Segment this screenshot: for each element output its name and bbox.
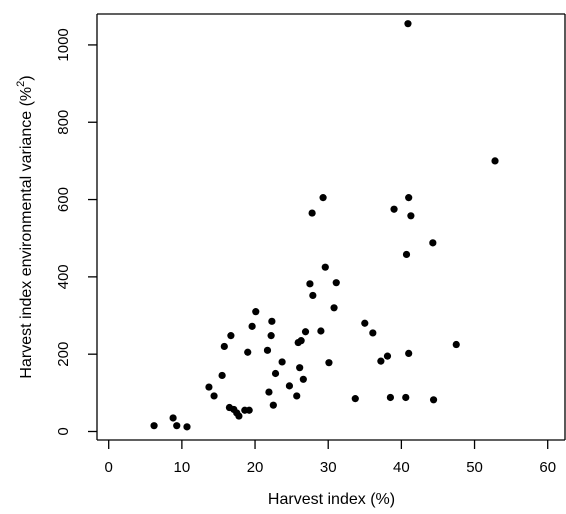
data-point: [407, 212, 415, 220]
data-point: [268, 317, 276, 325]
axes: [96, 13, 566, 441]
y-tick-label: 200: [55, 342, 72, 367]
data-point: [263, 346, 272, 354]
data-point: [183, 423, 191, 431]
data-point: [491, 157, 499, 165]
x-tick-label: 50: [466, 459, 483, 476]
data-point: [317, 327, 325, 335]
x-ticks: 0 10 20 30 40 50 60: [105, 440, 556, 476]
data-point: [210, 392, 218, 400]
data-point: [301, 328, 310, 336]
y-tick-label: 600: [55, 187, 72, 212]
data-point: [452, 340, 460, 349]
data-point: [244, 348, 252, 356]
y-axis-title-superscript: 2: [15, 81, 27, 87]
y-tick-label: 800: [55, 110, 72, 135]
data-point: [321, 263, 329, 271]
data-point: [169, 414, 177, 422]
y-axis-title-suffix: ): [18, 75, 35, 80]
x-tick-label: 30: [320, 459, 337, 476]
data-point: [402, 393, 410, 402]
data-point: [332, 279, 340, 287]
data-point: [299, 375, 307, 383]
data-point: [402, 250, 411, 259]
data-point: [269, 401, 277, 409]
data-point: [220, 342, 228, 351]
x-tick-label: 0: [105, 459, 113, 476]
data-point: [267, 332, 275, 340]
data-point: [405, 349, 413, 358]
y-axis-title: Harvest index environmental variance (%2…: [15, 75, 35, 378]
data-point: [293, 392, 301, 400]
y-ticks: 0 200 400 600 800 1000: [55, 28, 97, 436]
data-point: [278, 358, 286, 366]
data-point: [308, 209, 316, 217]
data-point: [383, 352, 392, 360]
data-point: [390, 205, 398, 213]
x-axis-title: Harvest index (%): [268, 491, 395, 508]
data-point: [404, 20, 412, 28]
data-point: [369, 329, 377, 337]
data-point: [377, 357, 385, 365]
data-point: [319, 194, 327, 202]
y-tick-label: 1000: [55, 28, 72, 61]
data-point: [235, 412, 243, 420]
data-point: [361, 319, 369, 327]
data-point: [429, 239, 437, 247]
data-point: [429, 396, 438, 404]
data-point: [245, 406, 253, 414]
data-point: [227, 332, 235, 340]
data-point: [150, 422, 158, 430]
y-tick-label: 0: [55, 427, 72, 435]
x-tick-label: 60: [539, 459, 556, 476]
x-tick-label: 20: [247, 459, 264, 476]
data-point: [271, 369, 280, 378]
x-tick-label: 40: [393, 459, 410, 476]
data-point: [351, 395, 359, 403]
data-point: [306, 280, 314, 288]
data-point: [218, 371, 226, 380]
y-tick-label: 400: [55, 264, 72, 289]
data-point: [296, 364, 304, 372]
data-point: [173, 422, 181, 430]
data-point: [309, 291, 317, 300]
data-point: [405, 194, 413, 202]
data-points: [150, 20, 499, 431]
data-point: [205, 383, 213, 391]
x-tick-label: 10: [174, 459, 191, 476]
data-point: [330, 304, 338, 312]
data-point: [248, 322, 256, 330]
data-point: [325, 359, 333, 367]
data-point: [285, 382, 294, 390]
data-point: [265, 388, 273, 396]
data-point: [297, 337, 305, 345]
data-point: [386, 393, 394, 402]
data-point: [252, 308, 260, 316]
y-axis-title-main: Harvest index environmental variance (%: [18, 87, 35, 379]
